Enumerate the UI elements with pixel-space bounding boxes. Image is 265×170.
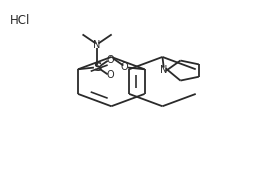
Text: O: O bbox=[121, 62, 129, 72]
Text: HCl: HCl bbox=[10, 14, 30, 27]
Text: N: N bbox=[160, 65, 167, 75]
Text: S: S bbox=[93, 61, 101, 74]
Text: O: O bbox=[106, 55, 114, 65]
Text: O: O bbox=[106, 70, 114, 80]
Text: N: N bbox=[94, 40, 101, 50]
